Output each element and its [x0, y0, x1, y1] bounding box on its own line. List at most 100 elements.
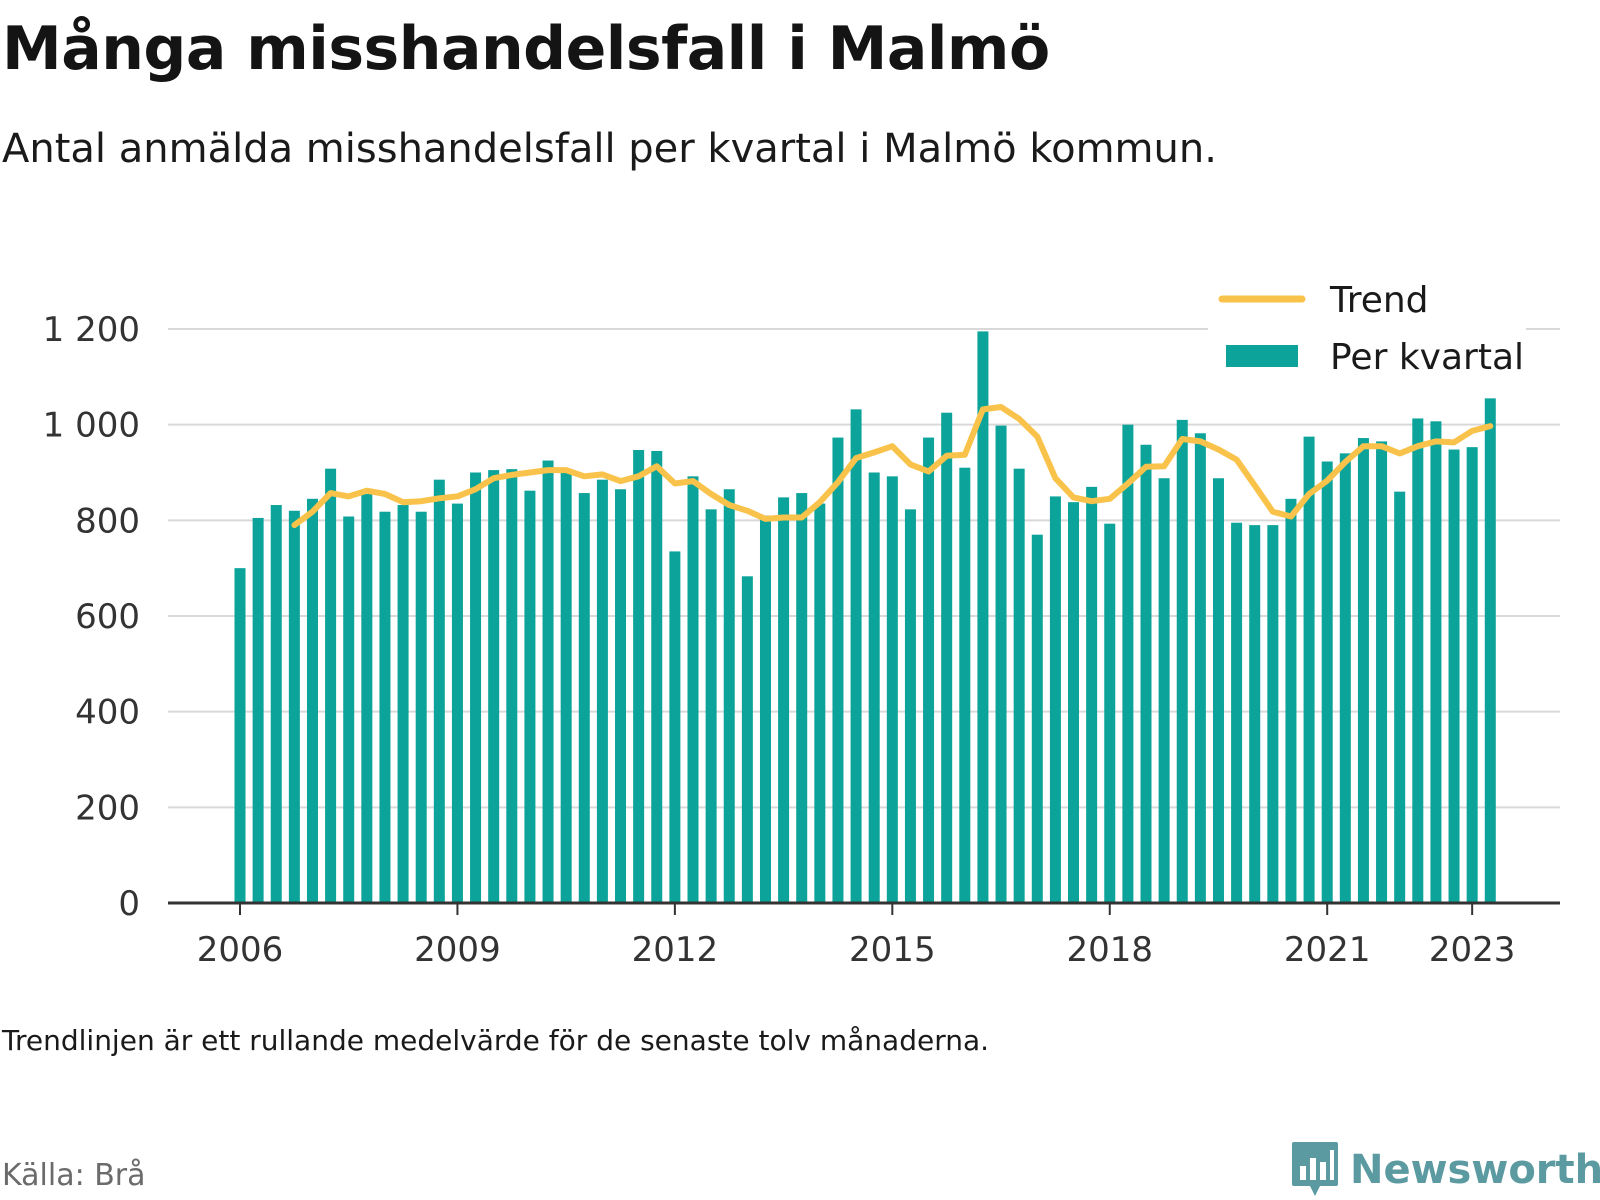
bar	[923, 437, 935, 903]
bar	[1376, 441, 1388, 903]
legend-bar-label: Per kvartal	[1330, 337, 1524, 378]
y-tick-label: 600	[75, 597, 140, 637]
bar	[270, 505, 282, 903]
bar	[1412, 418, 1424, 903]
bar	[977, 331, 989, 903]
bar	[325, 468, 337, 903]
x-ticks: 2006 2009 2012 2015 2018 2021 2023	[197, 903, 1516, 970]
bar	[633, 450, 645, 903]
y-tick-label: 800	[75, 501, 140, 541]
x-tick-label: 2023	[1429, 930, 1516, 970]
brand-name: Newsworthy	[1350, 1147, 1600, 1193]
y-tick-label: 1 200	[43, 310, 140, 350]
bar	[361, 494, 373, 903]
chart-title: Många misshandelsfall i Malmö	[2, 14, 1050, 84]
bar	[470, 472, 482, 903]
bar	[778, 497, 790, 903]
x-tick-label: 2012	[632, 930, 719, 970]
bar	[1194, 433, 1206, 903]
legend-trend-label: Trend	[1329, 280, 1429, 321]
x-tick-label: 2006	[197, 930, 284, 970]
bar	[379, 511, 391, 903]
y-tick-label: 1 000	[43, 406, 140, 446]
x-tick-label: 2018	[1066, 930, 1153, 970]
bar	[1013, 468, 1025, 903]
bar	[1394, 491, 1406, 903]
bar	[1049, 496, 1061, 903]
bar	[832, 437, 844, 903]
chart-subtitle: Antal anmälda misshandelsfall per kvarta…	[2, 126, 1217, 172]
bar	[433, 479, 445, 903]
bar-series	[234, 331, 1496, 903]
legend-bar-swatch	[1226, 345, 1298, 367]
bar	[524, 490, 536, 903]
bar	[1031, 534, 1043, 903]
footnote: Trendlinjen är ett rullande medelvärde f…	[2, 1024, 990, 1057]
bar	[1321, 461, 1333, 903]
bar	[1466, 447, 1478, 903]
bar	[1158, 478, 1170, 903]
bar	[1430, 421, 1442, 903]
bar	[1285, 498, 1297, 903]
bar	[343, 516, 355, 903]
bar-chart-speech-bubble-icon	[1292, 1142, 1338, 1196]
bar	[578, 493, 590, 903]
x-tick-label: 2015	[849, 930, 936, 970]
bar	[1231, 522, 1243, 903]
bar	[651, 450, 663, 903]
bar	[234, 568, 246, 903]
trend-line	[291, 404, 1494, 529]
x-tick-label: 2009	[414, 930, 501, 970]
y-tick-label: 400	[75, 693, 140, 733]
bar	[1122, 424, 1134, 903]
bar	[904, 509, 916, 903]
bar	[506, 469, 518, 903]
bar	[288, 510, 300, 903]
bar	[850, 409, 862, 903]
bar	[615, 489, 627, 903]
brand-logo[interactable]: Newsworthy	[1290, 1140, 1600, 1200]
bar	[759, 515, 771, 903]
bar	[1339, 453, 1351, 903]
grid-lines	[168, 328, 1560, 809]
bar	[1086, 486, 1098, 903]
bar	[886, 476, 898, 903]
bar	[560, 470, 572, 903]
bar	[1303, 436, 1315, 903]
bar	[1267, 525, 1279, 903]
y-tick-label: 0	[118, 884, 140, 924]
bar	[1176, 419, 1188, 903]
bar	[669, 551, 681, 903]
bar	[1484, 398, 1496, 903]
chart-svg: 0 200 400 600 800 1 000 1 200 2006 2009 2012 2015…	[42, 270, 1560, 970]
bar	[306, 498, 318, 903]
bar	[1068, 502, 1080, 903]
bar	[995, 425, 1007, 903]
bar	[941, 412, 953, 903]
bar	[687, 476, 699, 903]
bar	[488, 470, 500, 903]
bar	[415, 511, 427, 903]
bar	[705, 509, 717, 903]
bar	[959, 467, 971, 903]
x-tick-label: 2021	[1284, 930, 1371, 970]
bar	[1212, 478, 1224, 903]
bar	[814, 503, 826, 903]
bar	[796, 493, 808, 903]
source-label: Källa: Brå	[2, 1158, 146, 1193]
bar	[542, 460, 554, 903]
bar	[397, 505, 409, 903]
bar	[1249, 525, 1261, 903]
bar	[1104, 523, 1116, 903]
bar	[1357, 438, 1369, 903]
bar	[252, 517, 264, 903]
bar	[596, 479, 608, 903]
bar	[1140, 444, 1152, 903]
legend: Trend Per kvartal	[1208, 270, 1526, 380]
y-tick-labels: 0 200 400 600 800 1 000 1 200	[43, 310, 140, 924]
bar	[741, 576, 753, 903]
bar	[723, 489, 735, 903]
bar	[868, 472, 880, 903]
y-tick-label: 200	[75, 788, 140, 828]
bar	[1448, 449, 1460, 903]
